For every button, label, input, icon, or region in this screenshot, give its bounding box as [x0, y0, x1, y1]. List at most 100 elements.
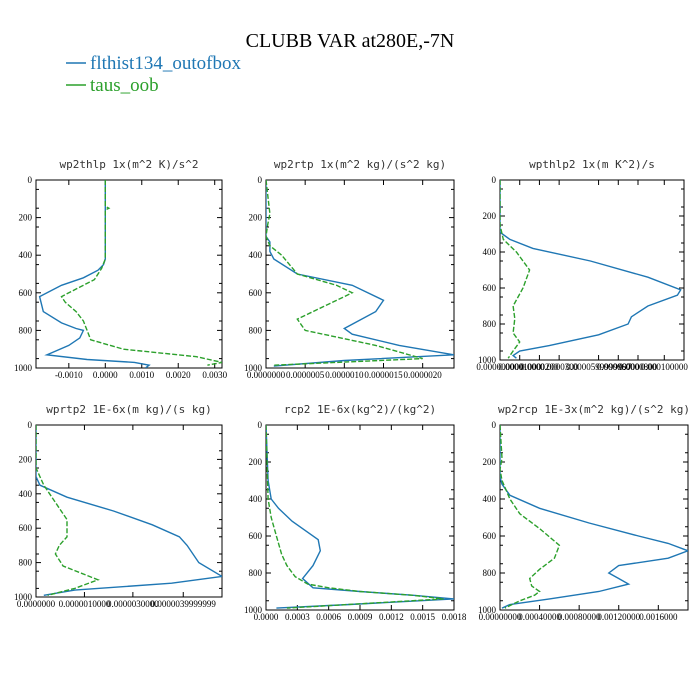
x-tick-label: 0.000100000: [641, 362, 689, 372]
y-tick-label: 0: [492, 175, 497, 185]
y-tick-label: 800: [483, 319, 497, 329]
series-line-taus-oob: [60, 180, 222, 366]
plot-frame: [499, 179, 685, 361]
x-tick-label: 0.0000039999999: [151, 599, 217, 609]
series-line-taus-oob: [500, 425, 561, 609]
y-tick-label: 1000: [244, 363, 263, 373]
plot-frame: [265, 424, 455, 611]
y-tick-label: 600: [483, 531, 497, 541]
panel-title: rcp2 1E-6x(kg^2)/(kg^2): [284, 403, 436, 416]
x-tick-label: 0.0015: [410, 612, 435, 622]
y-tick-label: 200: [483, 211, 497, 221]
plot-frame: [35, 179, 223, 369]
y-tick-label: 1000: [478, 605, 497, 615]
x-tick-label: 0.0000000: [17, 599, 56, 609]
chart-title: CLUBB VAR at280E,-7N: [246, 30, 455, 52]
y-tick-label: 200: [19, 213, 33, 223]
series-line-flthist134: [36, 425, 222, 596]
y-tick-label: 1000: [14, 592, 33, 602]
x-tick-label: 0.0006: [316, 612, 341, 622]
x-tick-label: 0.0000800: [619, 362, 658, 372]
y-tick-label: 400: [19, 489, 33, 499]
y-tick-label: 400: [249, 250, 263, 260]
plot-frame: [499, 424, 689, 611]
y-tick-label: 800: [483, 568, 497, 578]
y-tick-label: 1000: [478, 355, 497, 365]
x-tick-label: 0.0000020: [404, 370, 443, 380]
x-tick-label: 0.0012: [379, 612, 404, 622]
x-tick-label: 0.0010: [129, 370, 154, 380]
panel-title: wp2rcp 1E-3x(m^2 kg)/(s^2 kg): [498, 403, 690, 416]
y-tick-label: 800: [249, 325, 263, 335]
y-tick-label: 200: [483, 457, 497, 467]
y-tick-label: 600: [483, 283, 497, 293]
x-tick-label: 0.00000000: [479, 612, 522, 622]
x-tick-label: -0.0010: [55, 370, 83, 380]
y-tick-label: 600: [249, 288, 263, 298]
x-tick-label: 0.0009: [348, 612, 373, 622]
x-tick-label: 0.0000: [254, 612, 279, 622]
y-tick-label: 0: [258, 175, 263, 185]
panel-3: wpthlp2 1x(m K^2)/s020040060080010000.00…: [476, 158, 688, 372]
legend: flthist134_outofbox taus_oob: [66, 53, 241, 96]
x-tick-label: 0.0003: [285, 612, 310, 622]
series-line-taus-oob: [36, 425, 100, 596]
y-tick-label: 200: [19, 454, 33, 464]
legend-label-taus-oob: taus_oob: [90, 75, 159, 96]
plot-frame: [35, 424, 223, 598]
x-tick-label: 0.0000: [93, 370, 118, 380]
y-tick-label: 600: [19, 288, 33, 298]
x-tick-label: 0.0000015: [364, 370, 403, 380]
x-tick-label: 0.0000030000: [107, 599, 159, 609]
x-tick-label: 0.00040000: [518, 612, 561, 622]
x-tick-label: 0.0000010000: [59, 599, 111, 609]
x-tick-label: 0.0018: [442, 612, 467, 622]
panel-6: wp2rcp 1E-3x(m^2 kg)/(s^2 kg)0 200 400 600 8…: [478, 403, 690, 622]
legend-label-flthist134: flthist134_outofbox: [90, 53, 241, 74]
y-tick-label: 200: [249, 457, 263, 467]
x-tick-label: 0.0016000: [639, 612, 678, 622]
y-tick-label: 0: [492, 420, 497, 430]
y-tick-label: 400: [483, 494, 497, 504]
x-tick-label: 0.00006000: [597, 362, 640, 372]
series-line-flthist134: [38, 180, 151, 368]
x-tick-label: 0.00001000: [498, 362, 541, 372]
y-tick-label: 1000: [14, 363, 33, 373]
y-tick-label: 800: [19, 558, 33, 568]
series-line-taus-oob: [266, 425, 444, 609]
x-tick-label: 0.0000200: [520, 362, 559, 372]
x-tick-label: 0.000000000: [476, 362, 524, 372]
x-tick-label: 0.0000005: [286, 370, 325, 380]
y-tick-label: 1000: [244, 605, 263, 615]
panel-title: wprtp2 1E-6x(m kg)/(s kg): [46, 403, 212, 416]
series-line-taus-oob: [266, 180, 423, 366]
series-line-flthist134: [266, 425, 454, 609]
panel-title: wp2thlp 1x(m^2 K)/s^2: [59, 158, 198, 171]
x-tick-label: 0.0020: [166, 370, 191, 380]
x-tick-label: 0.00120000: [597, 612, 640, 622]
y-tick-label: 0: [28, 420, 33, 430]
series-line-flthist134: [500, 180, 682, 359]
panels: wp2thlp 1x(m^2 K)/s^2 0 200 400 600 800 1000 -0…: [14, 158, 690, 622]
series-line-taus-oob: [500, 180, 531, 359]
y-tick-label: 0: [258, 420, 263, 430]
y-tick-label: 200: [249, 213, 263, 223]
x-tick-label: 0.0030: [202, 370, 227, 380]
panel-2: wp2rtp 1x(m^2 kg)/(s^2 kg) 0 200 400 600 800 1…: [244, 158, 455, 380]
series-line-flthist134: [266, 180, 454, 367]
y-tick-label: 800: [19, 325, 33, 335]
x-tick-label: 0.0000599999997: [566, 362, 632, 372]
x-tick-label: 0.0000000: [247, 370, 286, 380]
y-tick-label: 800: [249, 568, 263, 578]
x-tick-label: 0.0000010: [325, 370, 364, 380]
y-tick-label: 400: [249, 494, 263, 504]
y-tick-label: 400: [483, 247, 497, 257]
y-tick-label: 400: [19, 250, 33, 260]
panel-5: rcp2 1E-6x(kg^2)/(kg^2) 0 200 400 600 800 1000…: [244, 403, 467, 622]
panel-1: wp2thlp 1x(m^2 K)/s^2 0 200 400 600 800 1000 -0…: [14, 158, 228, 380]
x-tick-label: 0.00080000: [558, 612, 601, 622]
y-tick-label: 600: [249, 531, 263, 541]
y-tick-label: 600: [19, 523, 33, 533]
x-tick-label: 0.0000300: [540, 362, 579, 372]
